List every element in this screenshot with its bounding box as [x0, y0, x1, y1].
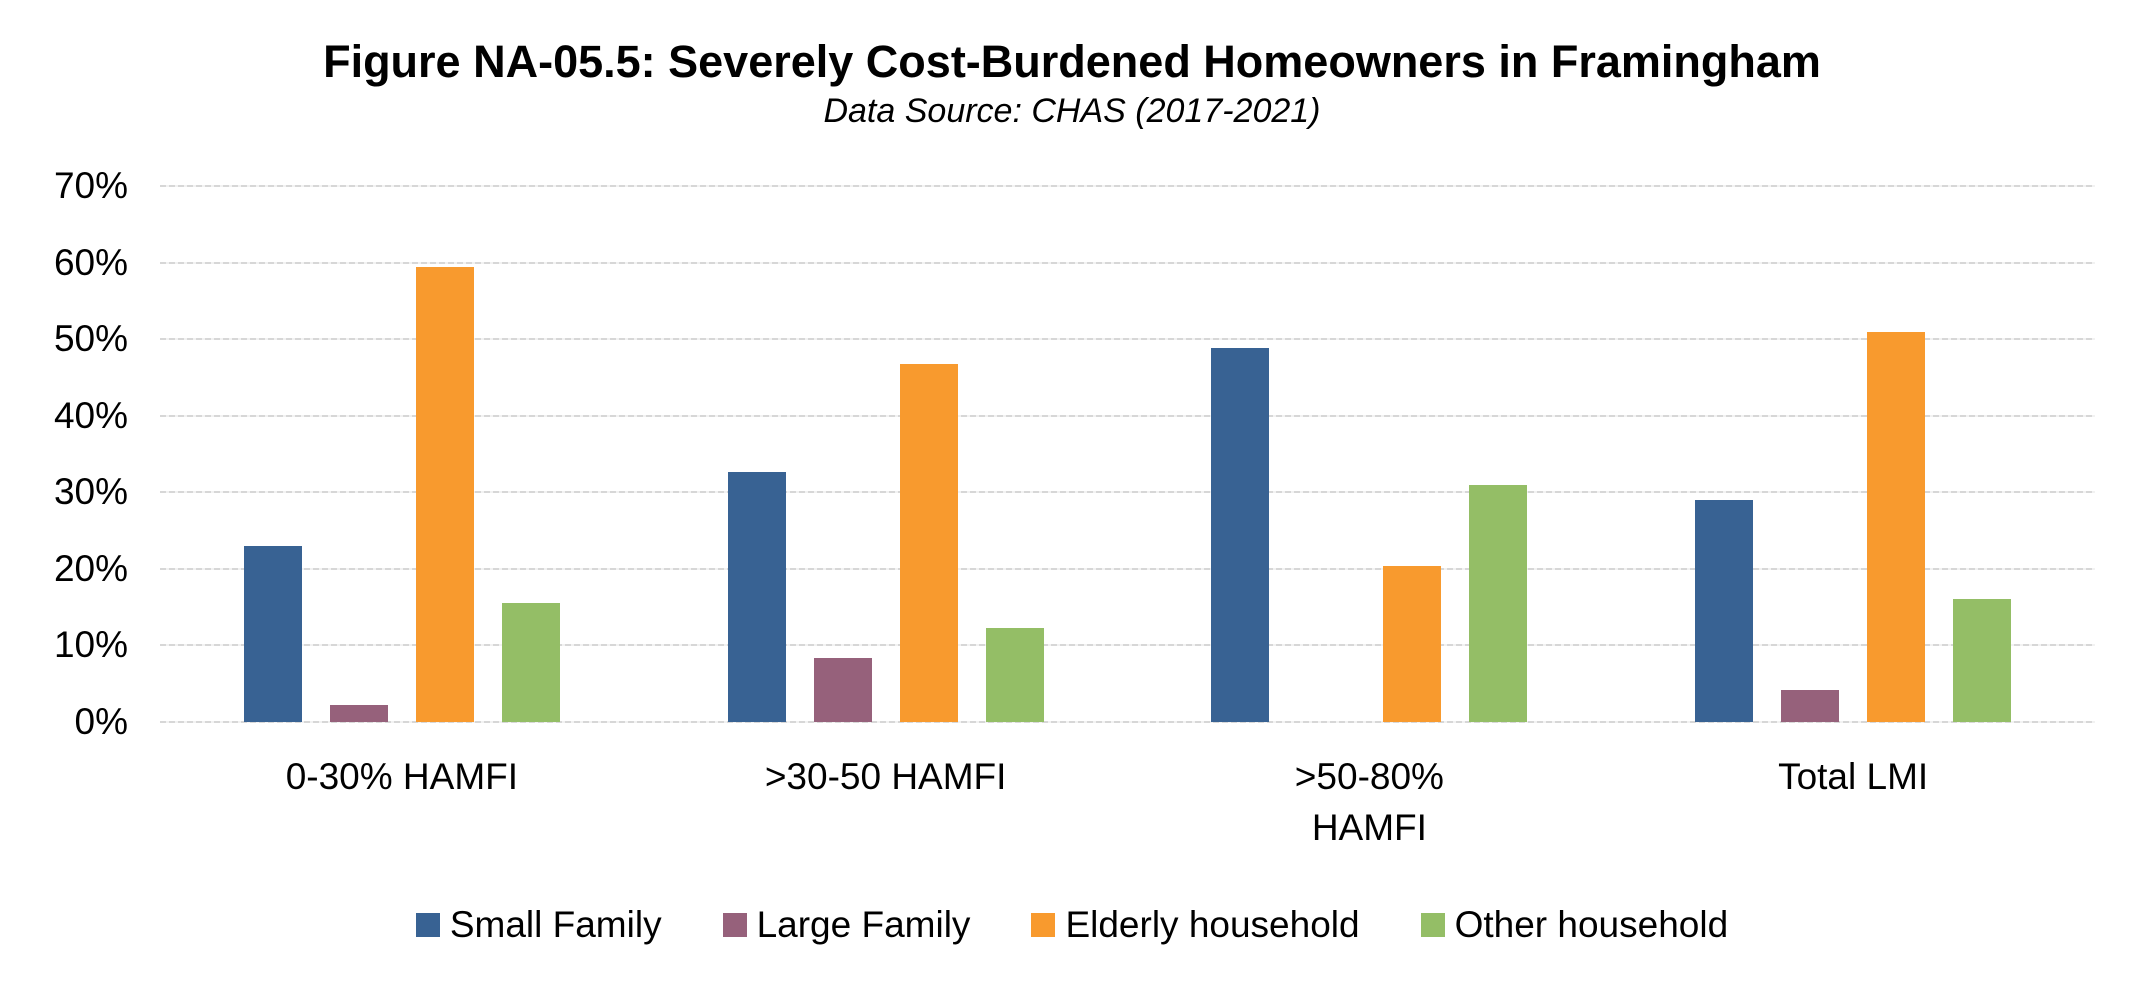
gridline-70: [160, 185, 2095, 187]
elderly-household-bar-50-80-hamfi: [1383, 565, 1442, 722]
x-tick-label-line: >50-80%: [1294, 756, 1444, 797]
x-axis-category-labels: 0-30% HAMFI >30-50 HAMFI >50-80% HAMFI Total…: [160, 751, 2095, 861]
gridline-60: [160, 261, 2095, 264]
legend: Small Family Large Family Elderly househol…: [0, 898, 2144, 952]
gridline-0: [160, 721, 2095, 723]
elderly-household-bar-30-50-hamfi: [899, 364, 958, 722]
x-tick-label-50-80-hamfi: >50-80% HAMFI: [1295, 751, 1444, 853]
legend-item-other-household: Other household: [1420, 903, 1729, 947]
small-family-bar-0-30-hamfi: [243, 545, 302, 722]
y-tick-label: 30%: [53, 471, 128, 513]
small-family-bar-50-80-hamfi: [1211, 348, 1270, 722]
other-household-bar-30-50-hamfi: [985, 627, 1044, 722]
x-tick-label-line: HAMFI: [1311, 807, 1427, 848]
x-tick-label-line: Total LMI: [1778, 756, 1929, 797]
small-family-bar-total-lmi: [1695, 499, 1754, 722]
x-tick-label-line: >30-50 HAMFI: [764, 756, 1007, 797]
legend-label: Other household: [1454, 904, 1729, 945]
legend-item-large-family: Large Family: [722, 903, 971, 947]
y-tick-label: 10%: [53, 624, 128, 666]
y-tick-label: 60%: [53, 241, 128, 283]
x-tick-label-0-30-hamfi: 0-30% HAMFI: [286, 751, 518, 802]
y-tick-label: 50%: [53, 318, 128, 360]
y-tick-label: 70%: [53, 165, 128, 206]
y-tick-label: 20%: [53, 547, 128, 589]
chart-subtitle: Data Source: CHAS (2017-2021): [823, 92, 1321, 130]
gridline-10: [160, 644, 2095, 647]
legend-item-small-family: Small Family: [415, 903, 662, 947]
elderly-household-swatch-icon: [1031, 913, 1056, 937]
other-household-swatch-icon: [1420, 913, 1445, 937]
chart-title: Figure NA-05.5: Severely Cost-Burdened H…: [323, 36, 1821, 87]
plot-area: [160, 185, 2095, 723]
other-household-bar-50-80-hamfi: [1469, 484, 1528, 722]
large-family-bar-total-lmi: [1781, 689, 1840, 722]
y-tick-label: 40%: [53, 394, 128, 436]
small-family-swatch-icon: [415, 913, 440, 937]
y-axis-tick-labels: 70% 60% 50% 40% 30% 20% 10% 0%: [0, 165, 128, 742]
legend-item-elderly-household: Elderly household: [1031, 903, 1360, 947]
large-family-swatch-icon: [722, 913, 747, 937]
other-household-bar-total-lmi: [1953, 598, 2012, 722]
gridline-30: [160, 491, 2095, 494]
legend-label: Elderly household: [1065, 904, 1360, 945]
gridline-50: [160, 338, 2095, 341]
legend-label: Large Family: [756, 904, 971, 945]
large-family-bar-30-50-hamfi: [813, 657, 872, 722]
gridline-20: [160, 567, 2095, 570]
x-tick-label-total-lmi: Total LMI: [1778, 751, 1928, 802]
elderly-household-bar-0-30-hamfi: [415, 267, 474, 722]
large-family-bar-0-30-hamfi: [329, 705, 388, 722]
y-tick-label: 0%: [74, 701, 128, 742]
elderly-household-bar-total-lmi: [1867, 331, 1926, 722]
x-tick-label-30-50-hamfi: >30-50 HAMFI: [765, 751, 1007, 802]
small-family-bar-30-50-hamfi: [727, 471, 786, 722]
gridline-40: [160, 414, 2095, 417]
x-tick-label-line: 0-30% HAMFI: [285, 756, 519, 797]
other-household-bar-0-30-hamfi: [501, 602, 560, 722]
legend-label: Small Family: [449, 904, 662, 945]
